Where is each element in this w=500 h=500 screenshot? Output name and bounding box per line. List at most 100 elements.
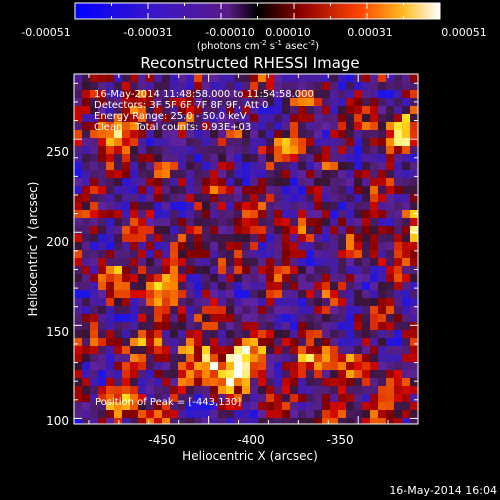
heatmap-pixel: [194, 386, 202, 394]
heatmap-pixel: [242, 338, 250, 346]
heatmap-pixel: [394, 362, 402, 370]
heatmap-pixel: [194, 218, 202, 226]
heatmap-pixel: [266, 162, 274, 170]
heatmap-pixel: [290, 90, 298, 98]
heatmap-pixel: [202, 154, 210, 162]
heatmap-pixel: [250, 314, 258, 322]
heatmap-pixel: [210, 378, 218, 386]
heatmap-pixel: [370, 338, 378, 346]
heatmap-pixel: [242, 378, 250, 386]
heatmap-pixel: [290, 322, 298, 330]
heatmap-pixel: [314, 122, 322, 130]
heatmap-pixel: [194, 378, 202, 386]
heatmap-pixel: [354, 210, 362, 218]
heatmap-pixel: [186, 202, 194, 210]
heatmap-pixel: [346, 242, 354, 250]
heatmap-pixel: [130, 250, 138, 258]
heatmap-pixel: [98, 346, 106, 354]
heatmap-pixel: [402, 266, 410, 274]
heatmap-pixel: [82, 202, 90, 210]
heatmap-pixel: [202, 98, 210, 106]
heatmap-pixel: [362, 378, 370, 386]
heatmap-pixel: [282, 290, 290, 298]
heatmap-pixel: [234, 418, 242, 424]
heatmap-pixel: [274, 186, 282, 194]
heatmap-pixel: [266, 178, 274, 186]
heatmap-pixel: [194, 154, 202, 162]
heatmap-pixel: [138, 306, 146, 314]
heatmap-pixel: [394, 234, 402, 242]
heatmap-pixel: [234, 274, 242, 282]
heatmap-pixel: [154, 210, 162, 218]
heatmap-pixel: [146, 138, 154, 146]
heatmap-pixel: [330, 98, 338, 106]
heatmap-pixel: [346, 234, 354, 242]
heatmap-pixel: [298, 370, 306, 378]
heatmap-pixel: [162, 202, 170, 210]
heatmap-pixel: [74, 114, 82, 122]
heatmap-pixel: [234, 122, 242, 130]
heatmap-pixel: [338, 106, 346, 114]
heatmap-pixel: [298, 418, 306, 424]
heatmap-pixel: [98, 290, 106, 298]
heatmap-pixel: [402, 218, 410, 226]
heatmap-pixel: [202, 298, 210, 306]
heatmap-pixel: [306, 162, 314, 170]
heatmap-pixel: [138, 282, 146, 290]
heatmap-pixel: [90, 218, 98, 226]
heatmap-pixel: [354, 370, 362, 378]
heatmap-pixel: [330, 106, 338, 114]
heatmap-pixel: [338, 170, 346, 178]
heatmap-pixel: [234, 298, 242, 306]
heatmap-pixel: [322, 402, 330, 410]
heatmap-pixel: [178, 290, 186, 298]
heatmap-pixel: [322, 138, 330, 146]
heatmap-pixel: [114, 274, 122, 282]
heatmap-pixel: [354, 234, 362, 242]
heatmap-pixel: [114, 178, 122, 186]
heatmap-pixel: [90, 266, 98, 274]
heatmap-pixel: [402, 138, 410, 146]
heatmap-pixel: [106, 218, 114, 226]
heatmap-pixel: [362, 122, 370, 130]
heatmap-pixel: [106, 362, 114, 370]
heatmap-pixel: [114, 98, 122, 106]
heatmap-pixel: [122, 74, 130, 82]
heatmap-pixel: [82, 354, 90, 362]
heatmap-pixel: [82, 162, 90, 170]
heatmap-pixel: [410, 346, 418, 354]
heatmap-pixel: [162, 146, 170, 154]
heatmap-pixel: [314, 314, 322, 322]
heatmap-pixel: [122, 234, 130, 242]
heatmap-pixel: [298, 162, 306, 170]
heatmap-pixel: [226, 322, 234, 330]
heatmap-pixel: [170, 362, 178, 370]
heatmap-pixel: [250, 258, 258, 266]
heatmap-pixel: [346, 258, 354, 266]
heatmap-pixel: [394, 170, 402, 178]
heatmap-pixel: [82, 114, 90, 122]
heatmap-pixel: [242, 154, 250, 162]
heatmap-pixel: [186, 378, 194, 386]
heatmap-pixel: [218, 306, 226, 314]
heatmap-pixel: [354, 354, 362, 362]
heatmap-pixel: [154, 186, 162, 194]
heatmap-pixel: [298, 114, 306, 122]
heatmap-pixel: [370, 82, 378, 90]
heatmap-pixel: [170, 394, 178, 402]
heatmap-pixel: [402, 314, 410, 322]
heatmap-pixel: [202, 250, 210, 258]
heatmap-pixel: [218, 410, 226, 418]
heatmap-pixel: [170, 98, 178, 106]
heatmap-pixel: [154, 162, 162, 170]
heatmap-pixel: [202, 122, 210, 130]
heatmap-pixel: [210, 82, 218, 90]
heatmap-pixel: [258, 130, 266, 138]
heatmap-pixel: [362, 250, 370, 258]
heatmap-pixel: [234, 130, 242, 138]
heatmap-pixel: [378, 210, 386, 218]
heatmap-pixel: [394, 378, 402, 386]
heatmap-pixel: [114, 370, 122, 378]
heatmap-pixel: [378, 338, 386, 346]
